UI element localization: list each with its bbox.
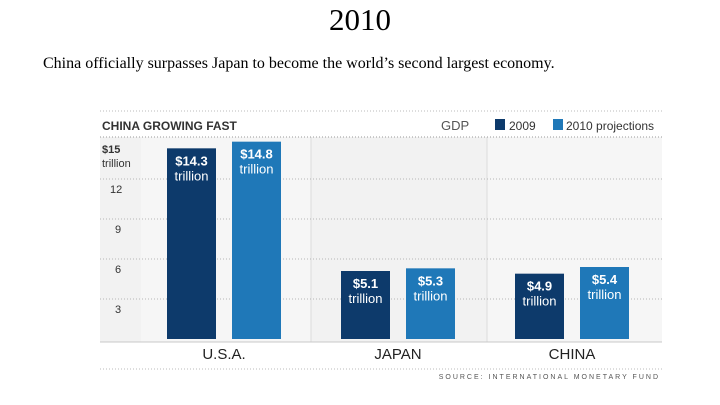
y-tick-label: 6 [115, 264, 121, 276]
bar-value-label: $4.9 [527, 279, 552, 294]
category-label-japan: JAPAN [374, 346, 421, 363]
category-label-china: CHINA [549, 346, 596, 363]
bar-value-label: $5.1 [353, 276, 378, 291]
bar-japan-2009 [341, 271, 390, 339]
bar-china-2009 [515, 273, 564, 339]
metric-label: GDP [441, 118, 469, 133]
y-tick-label: 3 [115, 304, 121, 316]
bar-unit-label: trillion [588, 287, 622, 302]
legend-label-2009: 2009 [509, 119, 536, 133]
bar-value-label: $5.4 [592, 272, 618, 287]
category-label-usa: U.S.A. [202, 346, 245, 363]
bar-usa-2010-projection [232, 141, 281, 339]
bar-unit-label: trillion [414, 288, 448, 303]
slide-title: 2010 [329, 2, 391, 37]
legend-label-2010-projections: 2010 projections [566, 119, 654, 133]
group-panel-usa [141, 137, 311, 342]
legend-swatch-2010-projections [553, 119, 563, 130]
y-tick-label: 12 [110, 184, 122, 196]
bar-unit-label: trillion [349, 291, 383, 306]
bar-china-2010-projection [580, 267, 629, 339]
chart-title: CHINA GROWING FAST [102, 119, 238, 133]
bar-unit-label: trillion [240, 162, 274, 177]
bar-value-label: $14.3 [175, 153, 208, 168]
slide-subtitle: China officially surpasses Japan to beco… [43, 55, 555, 72]
bar-unit-label: trillion [175, 168, 209, 183]
legend-swatch-2009 [495, 119, 505, 130]
y-tick-unit-label: trillion [102, 158, 131, 170]
bar-japan-2010-projection [406, 268, 455, 339]
y-tick-label: $15 [102, 144, 120, 156]
y-tick-label: 9 [115, 224, 121, 236]
bar-usa-2009 [167, 148, 216, 339]
source-note: SOURCE: INTERNATIONAL MONETARY FUND [439, 374, 660, 381]
bar-value-label: $5.3 [418, 273, 443, 288]
bar-value-label: $14.8 [240, 147, 273, 162]
bar-unit-label: trillion [523, 294, 557, 309]
group-panel-china [487, 137, 662, 342]
